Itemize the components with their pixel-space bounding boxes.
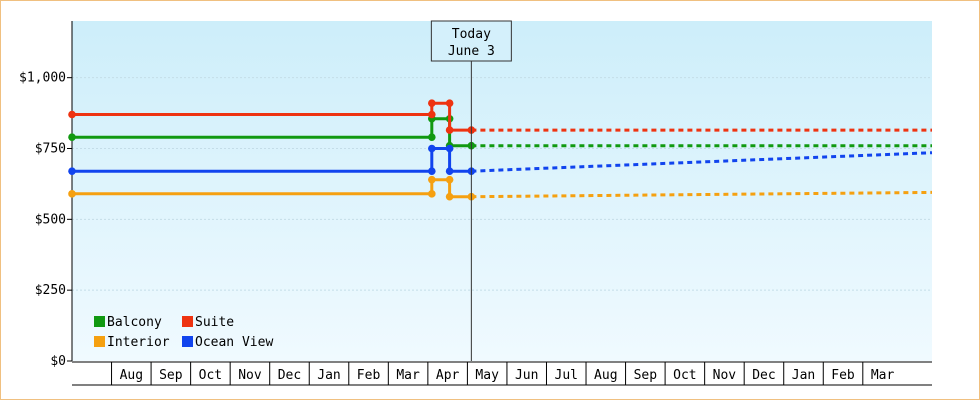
today-date: June 3 bbox=[448, 44, 495, 59]
data-point bbox=[68, 110, 76, 119]
x-tick-label: Dec bbox=[278, 368, 301, 383]
data-point bbox=[428, 133, 436, 141]
today-box bbox=[430, 20, 512, 62]
series-line-forecast bbox=[471, 151, 933, 173]
x-tick-label: Jan bbox=[317, 368, 340, 383]
x-tick-label: Apr bbox=[436, 368, 460, 383]
data-point bbox=[445, 126, 454, 134]
x-tick-label: Sep bbox=[634, 368, 658, 383]
data-point bbox=[428, 144, 436, 153]
x-tick-label: Nov bbox=[238, 368, 262, 383]
x-tick-label: Jan bbox=[792, 368, 815, 383]
legend-swatch bbox=[182, 316, 193, 327]
y-tick-label: $1,000 bbox=[19, 71, 66, 86]
data-point bbox=[445, 175, 454, 184]
y-tick-label: $0 bbox=[50, 354, 66, 369]
data-point bbox=[428, 99, 436, 107]
x-tick-label: Sep bbox=[159, 368, 183, 383]
y-tick-label: $250 bbox=[35, 283, 66, 298]
x-tick-label: Nov bbox=[713, 368, 737, 383]
x-tick-label: Aug bbox=[594, 368, 617, 383]
data-point bbox=[428, 190, 436, 198]
legend-label: Balcony bbox=[107, 315, 162, 330]
y-tick-label: $500 bbox=[35, 212, 66, 227]
y-tick-label: $750 bbox=[35, 142, 66, 157]
data-point bbox=[445, 99, 454, 107]
data-point bbox=[68, 133, 76, 141]
legend-label: Interior bbox=[107, 335, 170, 350]
data-point bbox=[68, 190, 76, 198]
legend-label: Suite bbox=[195, 315, 234, 330]
x-tick-label: Mar bbox=[396, 368, 420, 383]
legend-label: Ocean View bbox=[195, 335, 273, 350]
x-tick-label: Dec bbox=[752, 368, 775, 383]
legend-swatch bbox=[94, 316, 105, 327]
x-tick-label: Oct bbox=[673, 368, 696, 383]
data-point bbox=[445, 144, 454, 153]
x-tick-label: Oct bbox=[199, 368, 222, 383]
today-label: Today bbox=[452, 27, 491, 42]
x-tick-label: Jun bbox=[515, 368, 538, 383]
legend-swatch bbox=[182, 336, 193, 347]
x-tick-label: Jul bbox=[555, 368, 578, 383]
x-tick-label: Mar bbox=[871, 368, 895, 383]
x-tick-label: May bbox=[475, 368, 499, 383]
data-point bbox=[445, 167, 454, 175]
x-tick-label: Feb bbox=[831, 368, 855, 383]
plot-background bbox=[72, 21, 932, 361]
x-tick-label: Aug bbox=[120, 368, 143, 383]
series-line-forecast bbox=[471, 190, 933, 199]
data-point bbox=[428, 167, 436, 175]
data-point bbox=[445, 192, 454, 201]
data-point bbox=[68, 167, 76, 175]
data-point bbox=[428, 175, 436, 184]
x-tick-label: Feb bbox=[357, 368, 381, 383]
legend-swatch bbox=[94, 336, 105, 347]
data-point bbox=[428, 110, 436, 119]
